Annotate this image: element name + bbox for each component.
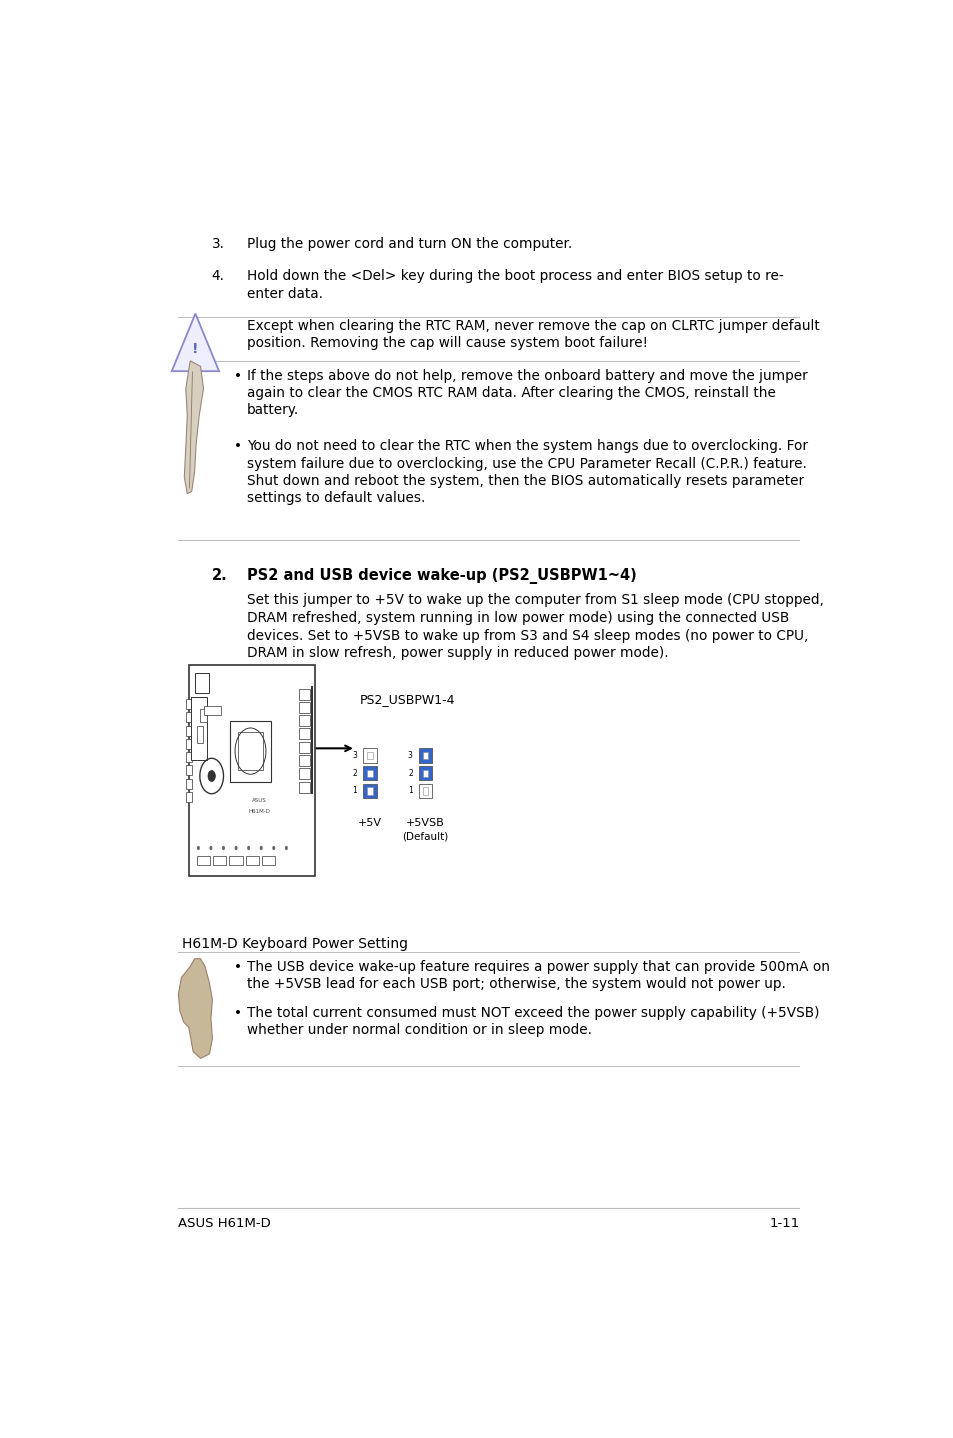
- Text: H61M-D: H61M-D: [249, 810, 271, 814]
- Bar: [196, 726, 203, 743]
- Bar: [199, 709, 207, 722]
- Text: position. Removing the cap will cause system boot failure!: position. Removing the cap will cause sy…: [247, 336, 647, 351]
- Text: battery.: battery.: [247, 403, 299, 417]
- Text: 1-11: 1-11: [768, 1217, 799, 1229]
- Polygon shape: [172, 313, 219, 371]
- Text: The USB device wake-up feature requires a power supply that can provide 500mA on: The USB device wake-up feature requires …: [247, 959, 829, 974]
- Text: •: •: [233, 440, 242, 453]
- Bar: [230, 720, 271, 782]
- Bar: [363, 748, 376, 762]
- Text: 3: 3: [408, 751, 413, 761]
- Bar: [298, 755, 310, 766]
- Bar: [190, 666, 314, 876]
- Text: +5V: +5V: [357, 818, 381, 828]
- Text: ASUS: ASUS: [253, 798, 267, 804]
- Circle shape: [234, 846, 237, 850]
- Bar: [186, 712, 192, 722]
- Bar: [422, 769, 428, 777]
- Bar: [229, 856, 242, 864]
- Text: +5VSB: +5VSB: [406, 818, 444, 828]
- Text: DRAM in slow refresh, power supply in reduced power mode).: DRAM in slow refresh, power supply in re…: [247, 647, 668, 660]
- Bar: [237, 732, 263, 771]
- Text: PS2 and USB device wake-up (PS2_USBPW1~4): PS2 and USB device wake-up (PS2_USBPW1~4…: [247, 568, 637, 584]
- Text: Plug the power cord and turn ON the computer.: Plug the power cord and turn ON the comp…: [247, 237, 572, 250]
- Bar: [363, 784, 376, 798]
- Bar: [186, 792, 192, 802]
- Text: whether under normal condition or in sleep mode.: whether under normal condition or in sle…: [247, 1024, 592, 1037]
- Text: 2.: 2.: [212, 568, 227, 582]
- Text: The total current consumed must NOT exceed the power supply capability (+5VSB): The total current consumed must NOT exce…: [247, 1007, 819, 1021]
- Bar: [418, 784, 432, 798]
- Text: Except when clearing the RTC RAM, never remove the cap on CLRTC jumper default: Except when clearing the RTC RAM, never …: [247, 319, 819, 332]
- Bar: [298, 715, 310, 726]
- Bar: [298, 689, 310, 700]
- Polygon shape: [178, 959, 213, 1058]
- Text: 2: 2: [353, 769, 357, 778]
- Bar: [186, 752, 192, 762]
- Text: 3.: 3.: [212, 237, 225, 250]
- Text: DRAM refreshed, system running in low power mode) using the connected USB: DRAM refreshed, system running in low po…: [247, 611, 788, 626]
- Bar: [195, 673, 209, 693]
- Circle shape: [208, 771, 215, 782]
- Bar: [213, 856, 226, 864]
- Text: •: •: [233, 368, 242, 383]
- Text: again to clear the CMOS RTC RAM data. After clearing the CMOS, reinstall the: again to clear the CMOS RTC RAM data. Af…: [247, 385, 775, 400]
- Text: 3: 3: [352, 751, 357, 761]
- Bar: [262, 856, 275, 864]
- Bar: [196, 856, 210, 864]
- Bar: [363, 766, 376, 781]
- Text: settings to default values.: settings to default values.: [247, 490, 425, 505]
- Bar: [418, 766, 432, 781]
- Bar: [298, 729, 310, 739]
- Bar: [186, 699, 192, 709]
- Text: system failure due to overclocking, use the CPU Parameter Recall (C.P.R.) featur: system failure due to overclocking, use …: [247, 457, 806, 470]
- Circle shape: [259, 846, 262, 850]
- Text: Shut down and reboot the system, then the BIOS automatically resets parameter: Shut down and reboot the system, then th…: [247, 473, 803, 487]
- Text: PS2_USBPW1-4: PS2_USBPW1-4: [359, 693, 455, 706]
- Circle shape: [247, 846, 250, 850]
- Text: !: !: [192, 342, 198, 357]
- Text: 4.: 4.: [212, 269, 225, 283]
- Bar: [191, 697, 207, 759]
- Bar: [367, 769, 373, 777]
- Bar: [186, 726, 192, 736]
- Bar: [186, 765, 192, 775]
- Text: H61M-D Keyboard Power Setting: H61M-D Keyboard Power Setting: [182, 936, 408, 951]
- Text: •: •: [233, 959, 242, 974]
- Bar: [246, 856, 258, 864]
- Text: the +5VSB lead for each USB port; otherwise, the system would not power up.: the +5VSB lead for each USB port; otherw…: [247, 976, 785, 991]
- Polygon shape: [184, 361, 203, 493]
- Text: Hold down the <Del> key during the boot process and enter BIOS setup to re-: Hold down the <Del> key during the boot …: [247, 269, 783, 283]
- Bar: [418, 748, 432, 762]
- Bar: [298, 782, 310, 792]
- Text: 1: 1: [353, 787, 357, 795]
- Circle shape: [285, 846, 288, 850]
- Circle shape: [196, 846, 199, 850]
- Text: If the steps above do not help, remove the onboard battery and move the jumper: If the steps above do not help, remove t…: [247, 368, 807, 383]
- Text: (Default): (Default): [402, 831, 448, 841]
- Circle shape: [222, 846, 225, 850]
- Text: Set this jumper to +5V to wake up the computer from S1 sleep mode (CPU stopped,: Set this jumper to +5V to wake up the co…: [247, 594, 823, 607]
- Text: enter data.: enter data.: [247, 286, 323, 301]
- Text: 1: 1: [408, 787, 413, 795]
- Text: •: •: [233, 1007, 242, 1021]
- Bar: [298, 768, 310, 779]
- Text: devices. Set to +5VSB to wake up from S3 and S4 sleep modes (no power to CPU,: devices. Set to +5VSB to wake up from S3…: [247, 628, 808, 643]
- Bar: [422, 788, 428, 795]
- Bar: [204, 706, 220, 715]
- Bar: [367, 752, 373, 759]
- Bar: [186, 779, 192, 789]
- Bar: [298, 702, 310, 713]
- Bar: [422, 752, 428, 759]
- Bar: [186, 739, 192, 749]
- Circle shape: [272, 846, 275, 850]
- Text: You do not need to clear the RTC when the system hangs due to overclocking. For: You do not need to clear the RTC when th…: [247, 440, 807, 453]
- Circle shape: [210, 846, 213, 850]
- Bar: [367, 788, 373, 795]
- Bar: [298, 742, 310, 752]
- Text: 2: 2: [408, 769, 413, 778]
- Text: ASUS H61M-D: ASUS H61M-D: [178, 1217, 271, 1229]
